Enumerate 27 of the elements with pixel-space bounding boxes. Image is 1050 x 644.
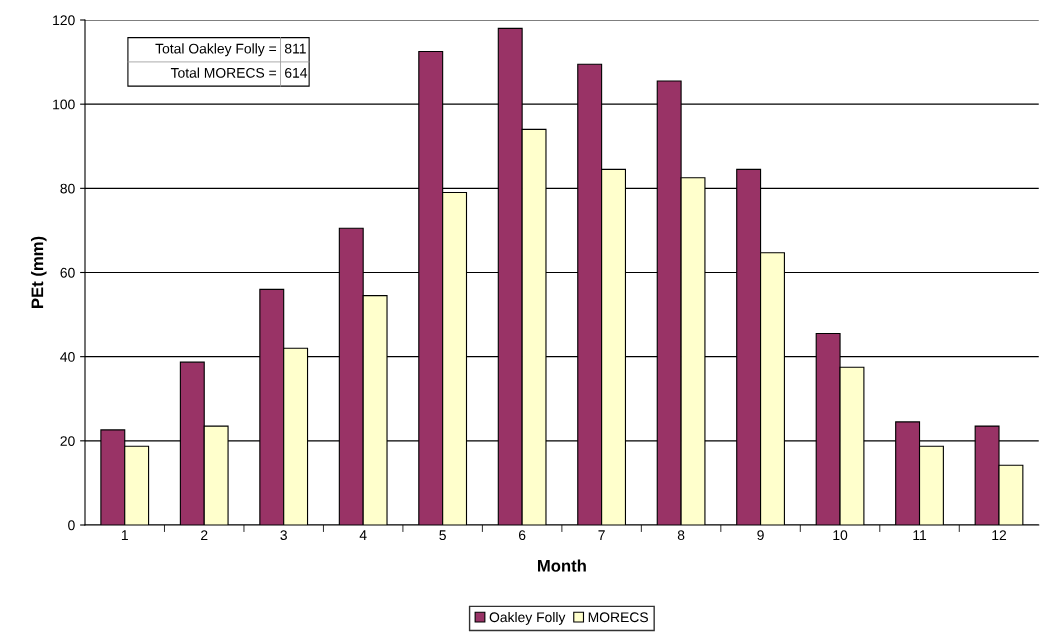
x-tick-label: 12 xyxy=(992,530,1007,540)
x-axis-title: Month xyxy=(538,559,586,572)
x-tick-label: 8 xyxy=(677,530,685,541)
x-tick-label: 4 xyxy=(359,530,367,540)
legend-label: MORECS xyxy=(588,612,648,623)
y-tick-label: 0 xyxy=(68,520,75,531)
y-axis-title: PEt (mm) xyxy=(31,236,47,308)
x-tick-label: 5 xyxy=(439,530,446,541)
x-tick-label: 10 xyxy=(833,530,848,541)
x-tick-label: 3 xyxy=(280,530,287,541)
annotation: Total MORECS = xyxy=(170,67,277,78)
annotation: 811 xyxy=(284,43,306,54)
x-tick-label: 9 xyxy=(757,530,764,541)
y-tick-label: 60 xyxy=(60,267,75,278)
x-tick-label: 2 xyxy=(201,530,208,540)
x-tick-label: 7 xyxy=(598,530,605,540)
x-tick-label: 11 xyxy=(913,530,927,540)
annotation: Total Oakley Folly = xyxy=(155,43,277,57)
y-tick-label: 100 xyxy=(53,99,75,110)
annotation: 614 xyxy=(285,67,308,78)
x-tick-label: 6 xyxy=(518,530,526,541)
y-tick-label: 20 xyxy=(60,436,75,446)
legend-label: Oakley Folly xyxy=(489,611,566,625)
x-tick-label: 1 xyxy=(121,530,128,540)
y-tick-label: 40 xyxy=(60,352,75,362)
y-tick-label: 120 xyxy=(53,15,75,26)
y-tick-label: 80 xyxy=(60,183,75,194)
